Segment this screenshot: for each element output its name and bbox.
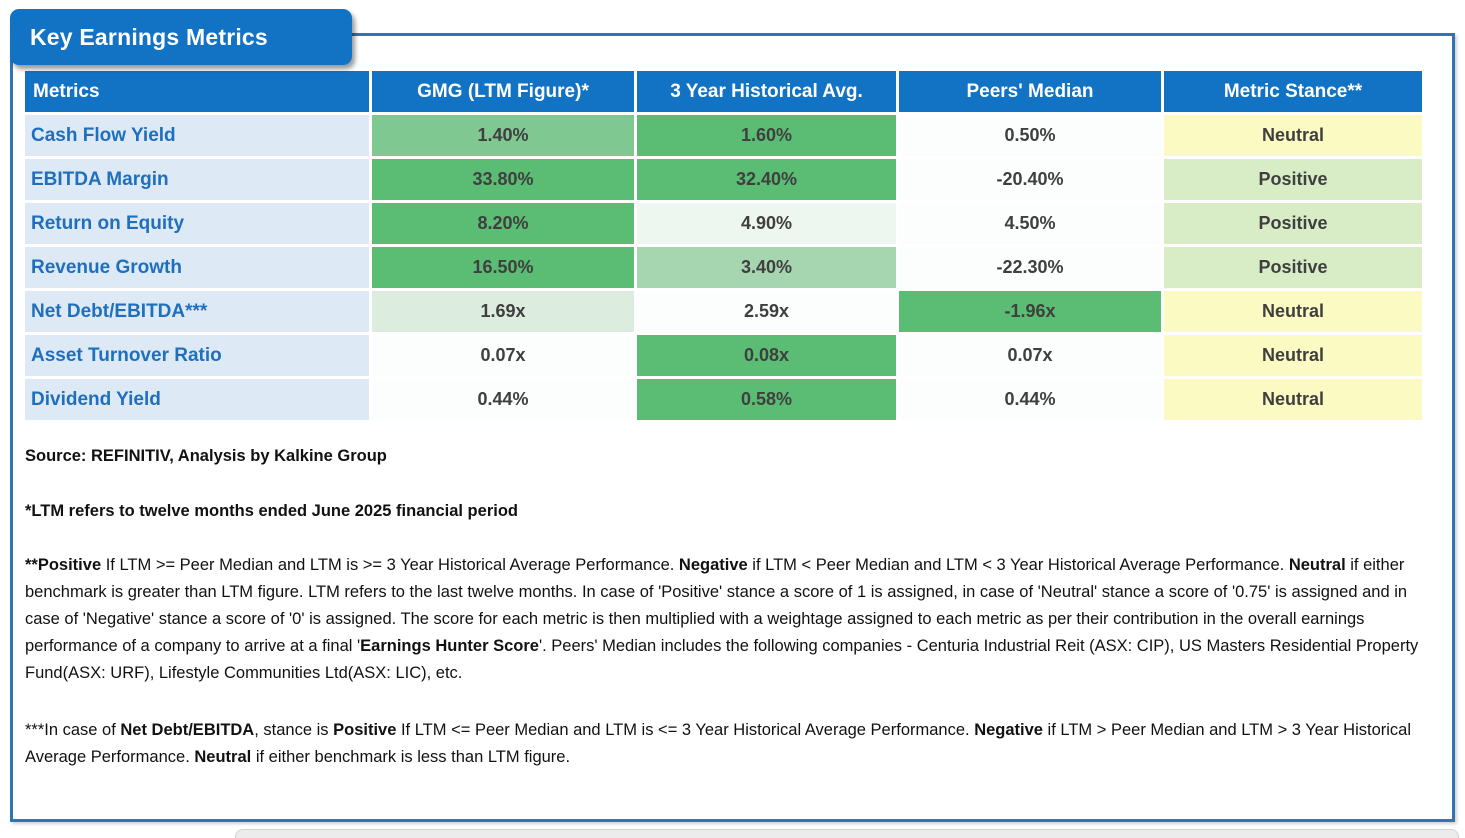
value-cell: 1.60% <box>637 115 896 156</box>
value-cell: 4.50% <box>899 203 1161 244</box>
netdebt-methodology-footnote: ***In case of Net Debt/EBITDA, stance is… <box>25 721 1412 766</box>
value-cell: 0.50% <box>899 115 1161 156</box>
table-header-row: Metrics GMG (LTM Figure)* 3 Year Histori… <box>25 71 1422 112</box>
value-cell: 32.40% <box>637 159 896 200</box>
column-header-metric-stance: Metric Stance** <box>1164 71 1422 112</box>
metric-name-cell: Return on Equity <box>25 203 369 244</box>
stance-cell: Positive <box>1164 203 1422 244</box>
key-earnings-metrics-table: Metrics GMG (LTM Figure)* 3 Year Histori… <box>22 68 1425 423</box>
page-title: Key Earnings Metrics <box>30 23 268 50</box>
value-cell: 2.59x <box>637 291 896 332</box>
metric-name-cell: Dividend Yield <box>25 379 369 420</box>
metrics-table-body: Cash Flow Yield 1.40% 1.60% 0.50% Neutral EBI… <box>25 115 1422 420</box>
value-cell: 33.80% <box>372 159 634 200</box>
value-cell: 4.90% <box>637 203 896 244</box>
table-row: Dividend Yield 0.44% 0.58% 0.44% Neutral <box>25 379 1422 420</box>
value-cell: 3.40% <box>637 247 896 288</box>
column-header-peers-median: Peers' Median <box>899 71 1161 112</box>
table-row: Cash Flow Yield 1.40% 1.60% 0.50% Neutral <box>25 115 1422 156</box>
next-section-top-edge <box>235 829 1459 838</box>
value-cell: -22.30% <box>899 247 1161 288</box>
metric-name-cell: Revenue Growth <box>25 247 369 288</box>
table-row: Revenue Growth 16.50% 3.40% -22.30% Positive <box>25 247 1422 288</box>
stance-methodology-footnote: **Positive If LTM >= Peer Median and LTM… <box>25 556 1419 682</box>
section-title-tab: Key Earnings Metrics <box>10 9 352 65</box>
stance-cell: Positive <box>1164 247 1422 288</box>
value-cell: 1.69x <box>372 291 634 332</box>
value-cell: 0.44% <box>372 379 634 420</box>
value-cell: 16.50% <box>372 247 634 288</box>
metric-name-cell: EBITDA Margin <box>25 159 369 200</box>
column-header-metrics: Metrics <box>25 71 369 112</box>
stance-cell: Neutral <box>1164 115 1422 156</box>
value-cell: -20.40% <box>899 159 1161 200</box>
value-cell: 8.20% <box>372 203 634 244</box>
value-cell: -1.96x <box>899 291 1161 332</box>
value-cell: 0.07x <box>899 335 1161 376</box>
value-cell: 1.40% <box>372 115 634 156</box>
stance-cell: Neutral <box>1164 379 1422 420</box>
value-cell: 0.07x <box>372 335 634 376</box>
value-cell: 0.58% <box>637 379 896 420</box>
source-note: Source: REFINITIV, Analysis by Kalkine G… <box>25 447 387 465</box>
stance-cell: Neutral <box>1164 291 1422 332</box>
metric-name-cell: Net Debt/EBITDA*** <box>25 291 369 332</box>
column-header-3yr-avg: 3 Year Historical Avg. <box>637 71 896 112</box>
stance-cell: Positive <box>1164 159 1422 200</box>
ltm-footnote: *LTM refers to twelve months ended June … <box>25 502 518 520</box>
table-row: Asset Turnover Ratio 0.07x 0.08x 0.07x Neutr… <box>25 335 1422 376</box>
table-row: Net Debt/EBITDA*** 1.69x 2.59x -1.96x Neutra… <box>25 291 1422 332</box>
table-row: EBITDA Margin 33.80% 32.40% -20.40% Positive <box>25 159 1422 200</box>
column-header-gmg-ltm: GMG (LTM Figure)* <box>372 71 634 112</box>
table-row: Return on Equity 8.20% 4.90% 4.50% Positive <box>25 203 1422 244</box>
metric-name-cell: Asset Turnover Ratio <box>25 335 369 376</box>
value-cell: 0.44% <box>899 379 1161 420</box>
metric-name-cell: Cash Flow Yield <box>25 115 369 156</box>
value-cell: 0.08x <box>637 335 896 376</box>
stance-cell: Neutral <box>1164 335 1422 376</box>
